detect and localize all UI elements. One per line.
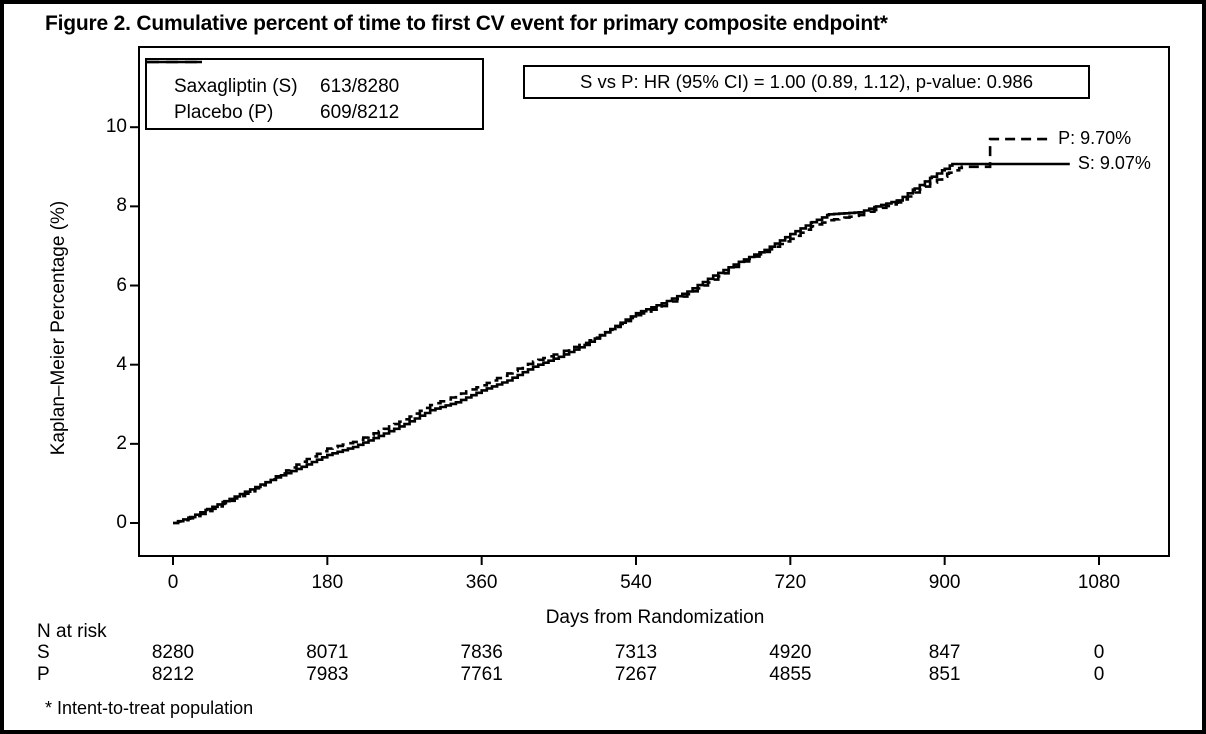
x-tick-label: 720 [774, 572, 807, 593]
n-at-risk-value-p: 7761 [460, 664, 503, 685]
n-at-risk-value-s: 7313 [614, 642, 658, 663]
x-tick-label: 900 [928, 572, 961, 593]
km-curve-s [173, 162, 1070, 525]
n-at-risk-value-s: 8280 [151, 642, 195, 663]
y-tick-label: 2 [116, 432, 127, 454]
n-at-risk-value-p: 7267 [614, 664, 658, 685]
legend-count-saxagliptin: 613/8280 [320, 76, 400, 97]
n-at-risk-row-label-s: S [37, 642, 50, 663]
n-at-risk-value-s: 8071 [306, 642, 349, 663]
y-tick-label: 0 [116, 512, 127, 533]
x-axis-title: Days from Randomization [545, 607, 765, 628]
end-label-placebo: P: 9.70% [1058, 128, 1132, 149]
n-at-risk-value-p: 4855 [769, 664, 812, 685]
legend-row-saxagliptin: Saxagliptin (S) 613/8280 [147, 60, 482, 100]
y-tick-label: 8 [116, 195, 127, 217]
end-label-saxagliptin: S: 9.07% [1077, 153, 1151, 173]
x-tick-label: 540 [620, 572, 652, 593]
n-at-risk-value-s: 0 [1093, 642, 1105, 663]
n-at-risk-value-s: 847 [928, 642, 961, 663]
n-at-risk-value-p: 8212 [151, 664, 195, 685]
hazard-ratio-annotation: S vs P: HR (95% CI) = 1.00 (0.89, 1.12),… [523, 65, 1090, 99]
km-curve-p [173, 137, 1051, 525]
legend-label-placebo: Placebo (P) [174, 102, 274, 123]
n-at-risk-row-label-p: P [37, 664, 50, 685]
n-at-risk-header: N at risk [37, 621, 107, 642]
legend-count-placebo: 609/8212 [320, 102, 400, 123]
legend-row-placebo: Placebo (P) 609/8212 [147, 60, 482, 126]
x-tick-label: 1080 [1077, 572, 1121, 593]
n-at-risk-value-s: 4920 [769, 642, 812, 663]
footnote: * Intent-to-treat population [45, 698, 254, 718]
solid-line-sample-icon [147, 60, 202, 64]
x-tick-label: 0 [167, 572, 179, 593]
x-tick-label: 180 [311, 572, 344, 593]
y-tick-label: 10 [105, 116, 127, 138]
n-at-risk-value-p: 851 [928, 664, 961, 685]
dashed-line-sample-icon [147, 60, 202, 64]
y-axis-title: Kaplan–Meier Percentage (%) [48, 200, 69, 456]
legend-box: Saxagliptin (S) 613/8280 Placebo (P) 609… [145, 58, 484, 130]
y-tick-label: 4 [116, 353, 127, 375]
figure-title: Figure 2. Cumulative percent of time to … [45, 12, 888, 35]
legend-label-saxagliptin: Saxagliptin (S) [174, 76, 298, 97]
n-at-risk-value-s: 7836 [460, 642, 503, 663]
y-tick-label: 6 [116, 274, 127, 296]
x-tick-label: 360 [465, 572, 498, 593]
n-at-risk-value-p: 7983 [306, 664, 349, 685]
n-at-risk-value-p: 0 [1093, 664, 1105, 685]
